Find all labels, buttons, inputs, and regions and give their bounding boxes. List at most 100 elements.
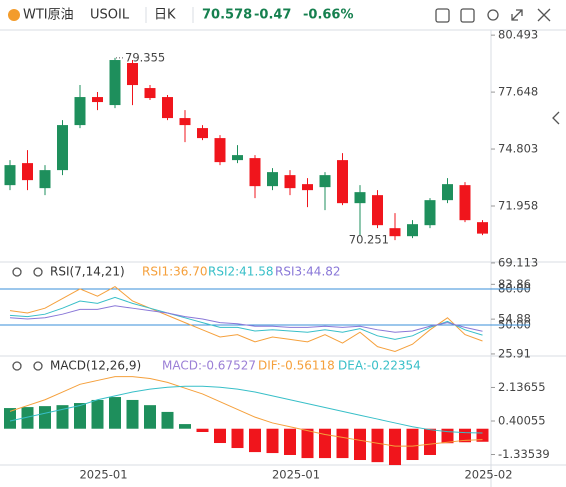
y-tick-label: 0.40055 (498, 413, 546, 427)
histogram-bar (476, 428, 489, 442)
y-tick-label: 77.648 (498, 85, 538, 99)
candle-body (459, 185, 471, 221)
histogram-bar (266, 428, 279, 454)
histogram-bar (4, 408, 16, 429)
histogram-bar (21, 407, 34, 429)
candle-body (109, 60, 121, 106)
candle-body (74, 97, 86, 126)
histogram-bar (74, 403, 86, 429)
indicator-line (9, 285, 483, 352)
candle-body (39, 170, 51, 189)
symbol-icon (8, 9, 20, 21)
candle-body (22, 163, 33, 181)
candle-body (4, 165, 16, 186)
histogram-bar (424, 428, 436, 455)
histogram-bar (301, 428, 314, 459)
x-tick-label: 2025-01 (272, 468, 320, 482)
indicator-button[interactable] (460, 8, 475, 23)
candle-body (267, 172, 278, 187)
candle-body (477, 222, 488, 234)
low-label: 70.251 (349, 233, 389, 247)
rsi-title: RSI(7,14,21) (50, 265, 125, 279)
settings-button[interactable] (487, 9, 499, 21)
histogram-bar (56, 405, 69, 429)
candle-body (232, 155, 243, 161)
candle-body (249, 158, 261, 187)
fullscreen-button[interactable] (511, 9, 523, 21)
close-button[interactable] (537, 8, 551, 22)
x-tick-label: 2025-01 (79, 468, 127, 482)
candle-body (407, 224, 418, 237)
indicator-line (9, 376, 483, 447)
x-tick-label: 2025-02 (464, 468, 512, 482)
histogram-bar (319, 428, 331, 459)
histogram-bar (196, 428, 209, 433)
period[interactable]: 日K (154, 8, 176, 23)
histogram-bar (214, 428, 226, 444)
y-tick-label: 71.958 (498, 198, 538, 212)
indicator-line (9, 296, 483, 340)
y-tick-label: 54.88 (498, 312, 531, 326)
legend-entry: DEA:-0.22354 (338, 359, 421, 373)
histogram-bar (354, 428, 366, 461)
y-tick-label: 69.113 (498, 255, 538, 269)
y-tick-label: 2.13655 (498, 380, 546, 394)
candle-body (354, 192, 366, 204)
change-pct: -0.66% (303, 8, 354, 23)
histogram-bar (406, 428, 419, 461)
candle-body (144, 88, 156, 99)
y-tick-label: 83.86 (498, 277, 531, 291)
y-tick-label: 80.493 (498, 28, 538, 42)
toolbar (12, 8, 560, 371)
histogram-bar (179, 424, 191, 429)
legend-entry: MACD:-0.67527 (162, 359, 256, 373)
candle-body (319, 175, 331, 188)
visibility-icon[interactable] (12, 361, 22, 371)
histogram-bar (389, 428, 401, 466)
candle-body (127, 63, 138, 86)
candle-body (162, 97, 173, 119)
histogram-bar (231, 428, 244, 449)
legend-entry: RSI1:36.70 (142, 265, 208, 279)
histogram-bar (91, 399, 104, 429)
candle-body (424, 200, 436, 226)
histogram-bar (371, 428, 384, 463)
candle-body (284, 175, 296, 189)
collapse-button[interactable] (552, 111, 560, 125)
candle-body (214, 138, 226, 163)
candle-body (389, 228, 401, 237)
histogram-bar (161, 411, 174, 429)
legend-entry: DIF:-0.56118 (258, 359, 335, 373)
settings-icon[interactable] (33, 361, 43, 371)
legend-entry: RSI2:41.58 (208, 265, 274, 279)
histogram-bar (144, 405, 156, 429)
price: 70.578 (202, 8, 252, 23)
settings-icon[interactable] (33, 267, 43, 277)
candle-body (302, 184, 313, 191)
histogram-bar (109, 397, 121, 429)
histogram-bar (126, 399, 139, 429)
candle-body (337, 160, 348, 204)
legend-entry: RSI3:44.82 (275, 265, 341, 279)
histogram-bar (284, 428, 296, 455)
y-tick-label: 74.803 (498, 142, 538, 156)
candle-body (197, 128, 208, 139)
y-tick-label: 25.91 (498, 346, 531, 360)
symbol-code: USOIL (90, 8, 130, 23)
histogram-bar (441, 428, 454, 444)
indicator-line (9, 305, 483, 333)
histogram-bar (39, 406, 51, 429)
y-tick-label: -1.33539 (498, 447, 550, 461)
indicator-line (9, 385, 483, 434)
macd-title: MACD(12,26,9) (50, 359, 141, 373)
change: -0.47 (254, 8, 291, 23)
symbol-name: WTI原油 (23, 8, 74, 23)
visibility-icon[interactable] (12, 267, 22, 277)
histogram-bar (336, 428, 349, 459)
candle-body (179, 118, 191, 126)
candle-body (57, 125, 68, 171)
candle-body (92, 97, 103, 103)
draw-button[interactable] (435, 8, 450, 23)
histogram-bar (249, 428, 261, 453)
